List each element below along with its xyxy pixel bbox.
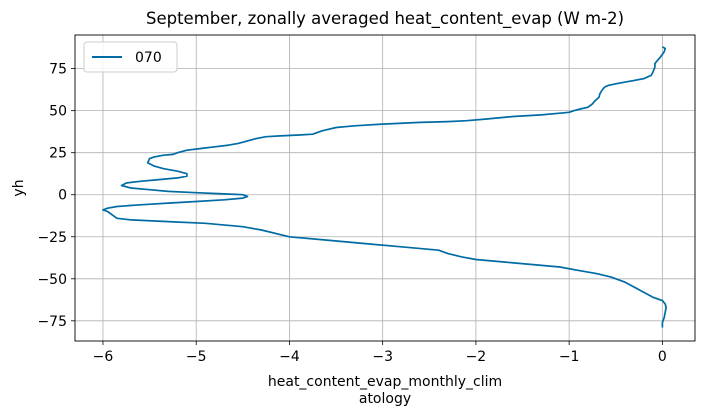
y-tick-label: 75 bbox=[49, 62, 67, 78]
y-tick-label: 50 bbox=[49, 104, 67, 120]
x-tick-label: 0 bbox=[658, 349, 667, 365]
y-axis-label: yh bbox=[11, 179, 27, 196]
plot-area bbox=[75, 35, 695, 341]
plot-frame bbox=[74, 34, 696, 342]
x-tick-label: −4 bbox=[279, 349, 300, 365]
y-tick-label: 0 bbox=[58, 188, 67, 204]
x-tick-label: −3 bbox=[372, 349, 393, 365]
y-axis-ticks: −75 −50 −25 0 25 50 75 bbox=[37, 62, 75, 330]
series-layer bbox=[102, 46, 667, 328]
legend-box bbox=[83, 41, 178, 73]
x-axis-ticks: −6 −5 −4 −3 −2 −1 0 bbox=[93, 341, 667, 365]
series-line-070 bbox=[102, 46, 667, 328]
x-tick-label: −6 bbox=[93, 349, 114, 365]
x-tick-label: −1 bbox=[559, 349, 580, 365]
x-tick-label: −2 bbox=[466, 349, 487, 365]
y-tick-label: −75 bbox=[37, 314, 67, 330]
x-axis-label-line-2: atology bbox=[359, 391, 411, 407]
chart-title: September, zonally averaged heat_content… bbox=[146, 9, 624, 29]
grid-lines bbox=[75, 35, 695, 341]
x-axis-label-line-1: heat_content_evap_monthly_clim bbox=[268, 374, 502, 390]
y-tick-label: −50 bbox=[37, 272, 67, 288]
legend-label-070: 070 bbox=[135, 50, 162, 66]
y-tick-label: −25 bbox=[37, 230, 67, 246]
y-tick-label: 25 bbox=[49, 146, 67, 162]
legend: 070 bbox=[83, 41, 178, 73]
x-tick-label: −5 bbox=[186, 349, 207, 365]
